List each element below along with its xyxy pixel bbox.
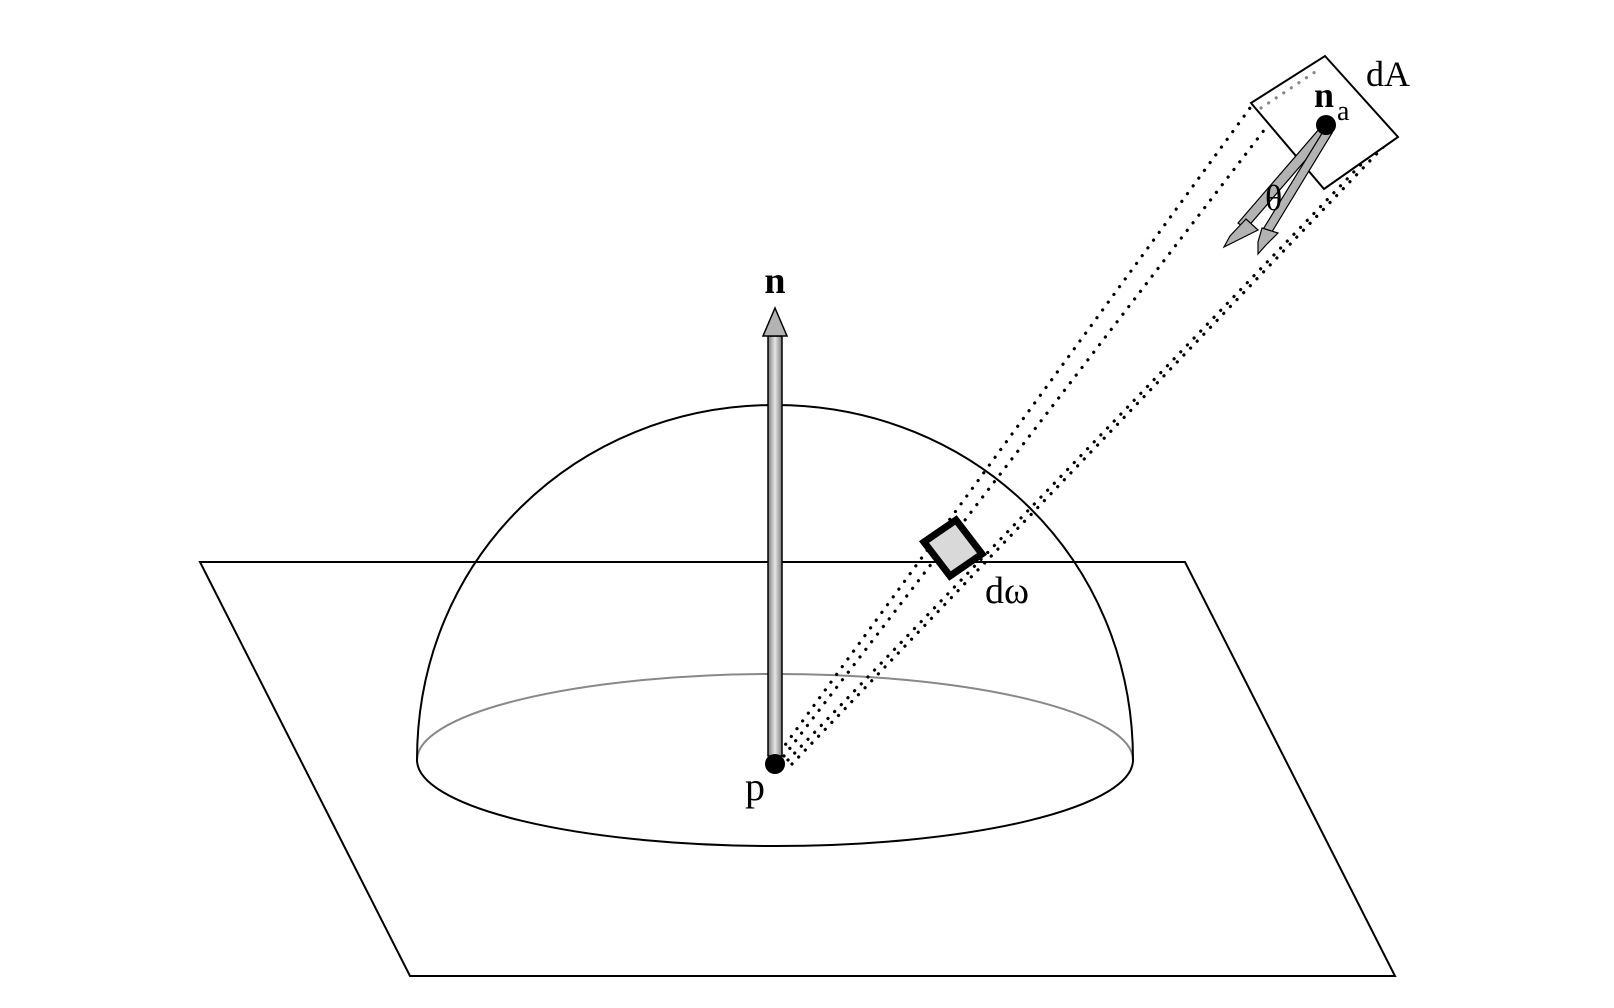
area-center-point xyxy=(1316,115,1336,135)
area-label: dA xyxy=(1366,54,1410,94)
solid-angle-patch xyxy=(918,515,988,581)
area-normal-label: n xyxy=(1314,75,1334,115)
normal-arrow xyxy=(761,306,789,757)
angle-label: θ xyxy=(1265,178,1282,218)
area-normal-subscript: a xyxy=(1337,96,1350,127)
hemisphere-front-rim xyxy=(416,759,1134,847)
point-p xyxy=(765,754,785,774)
point-label: p xyxy=(745,764,765,809)
solid-angle-label: dω xyxy=(985,570,1029,612)
projection-lines xyxy=(778,106,1390,766)
ground-plane xyxy=(198,561,1397,977)
normal-label: n xyxy=(764,260,785,302)
